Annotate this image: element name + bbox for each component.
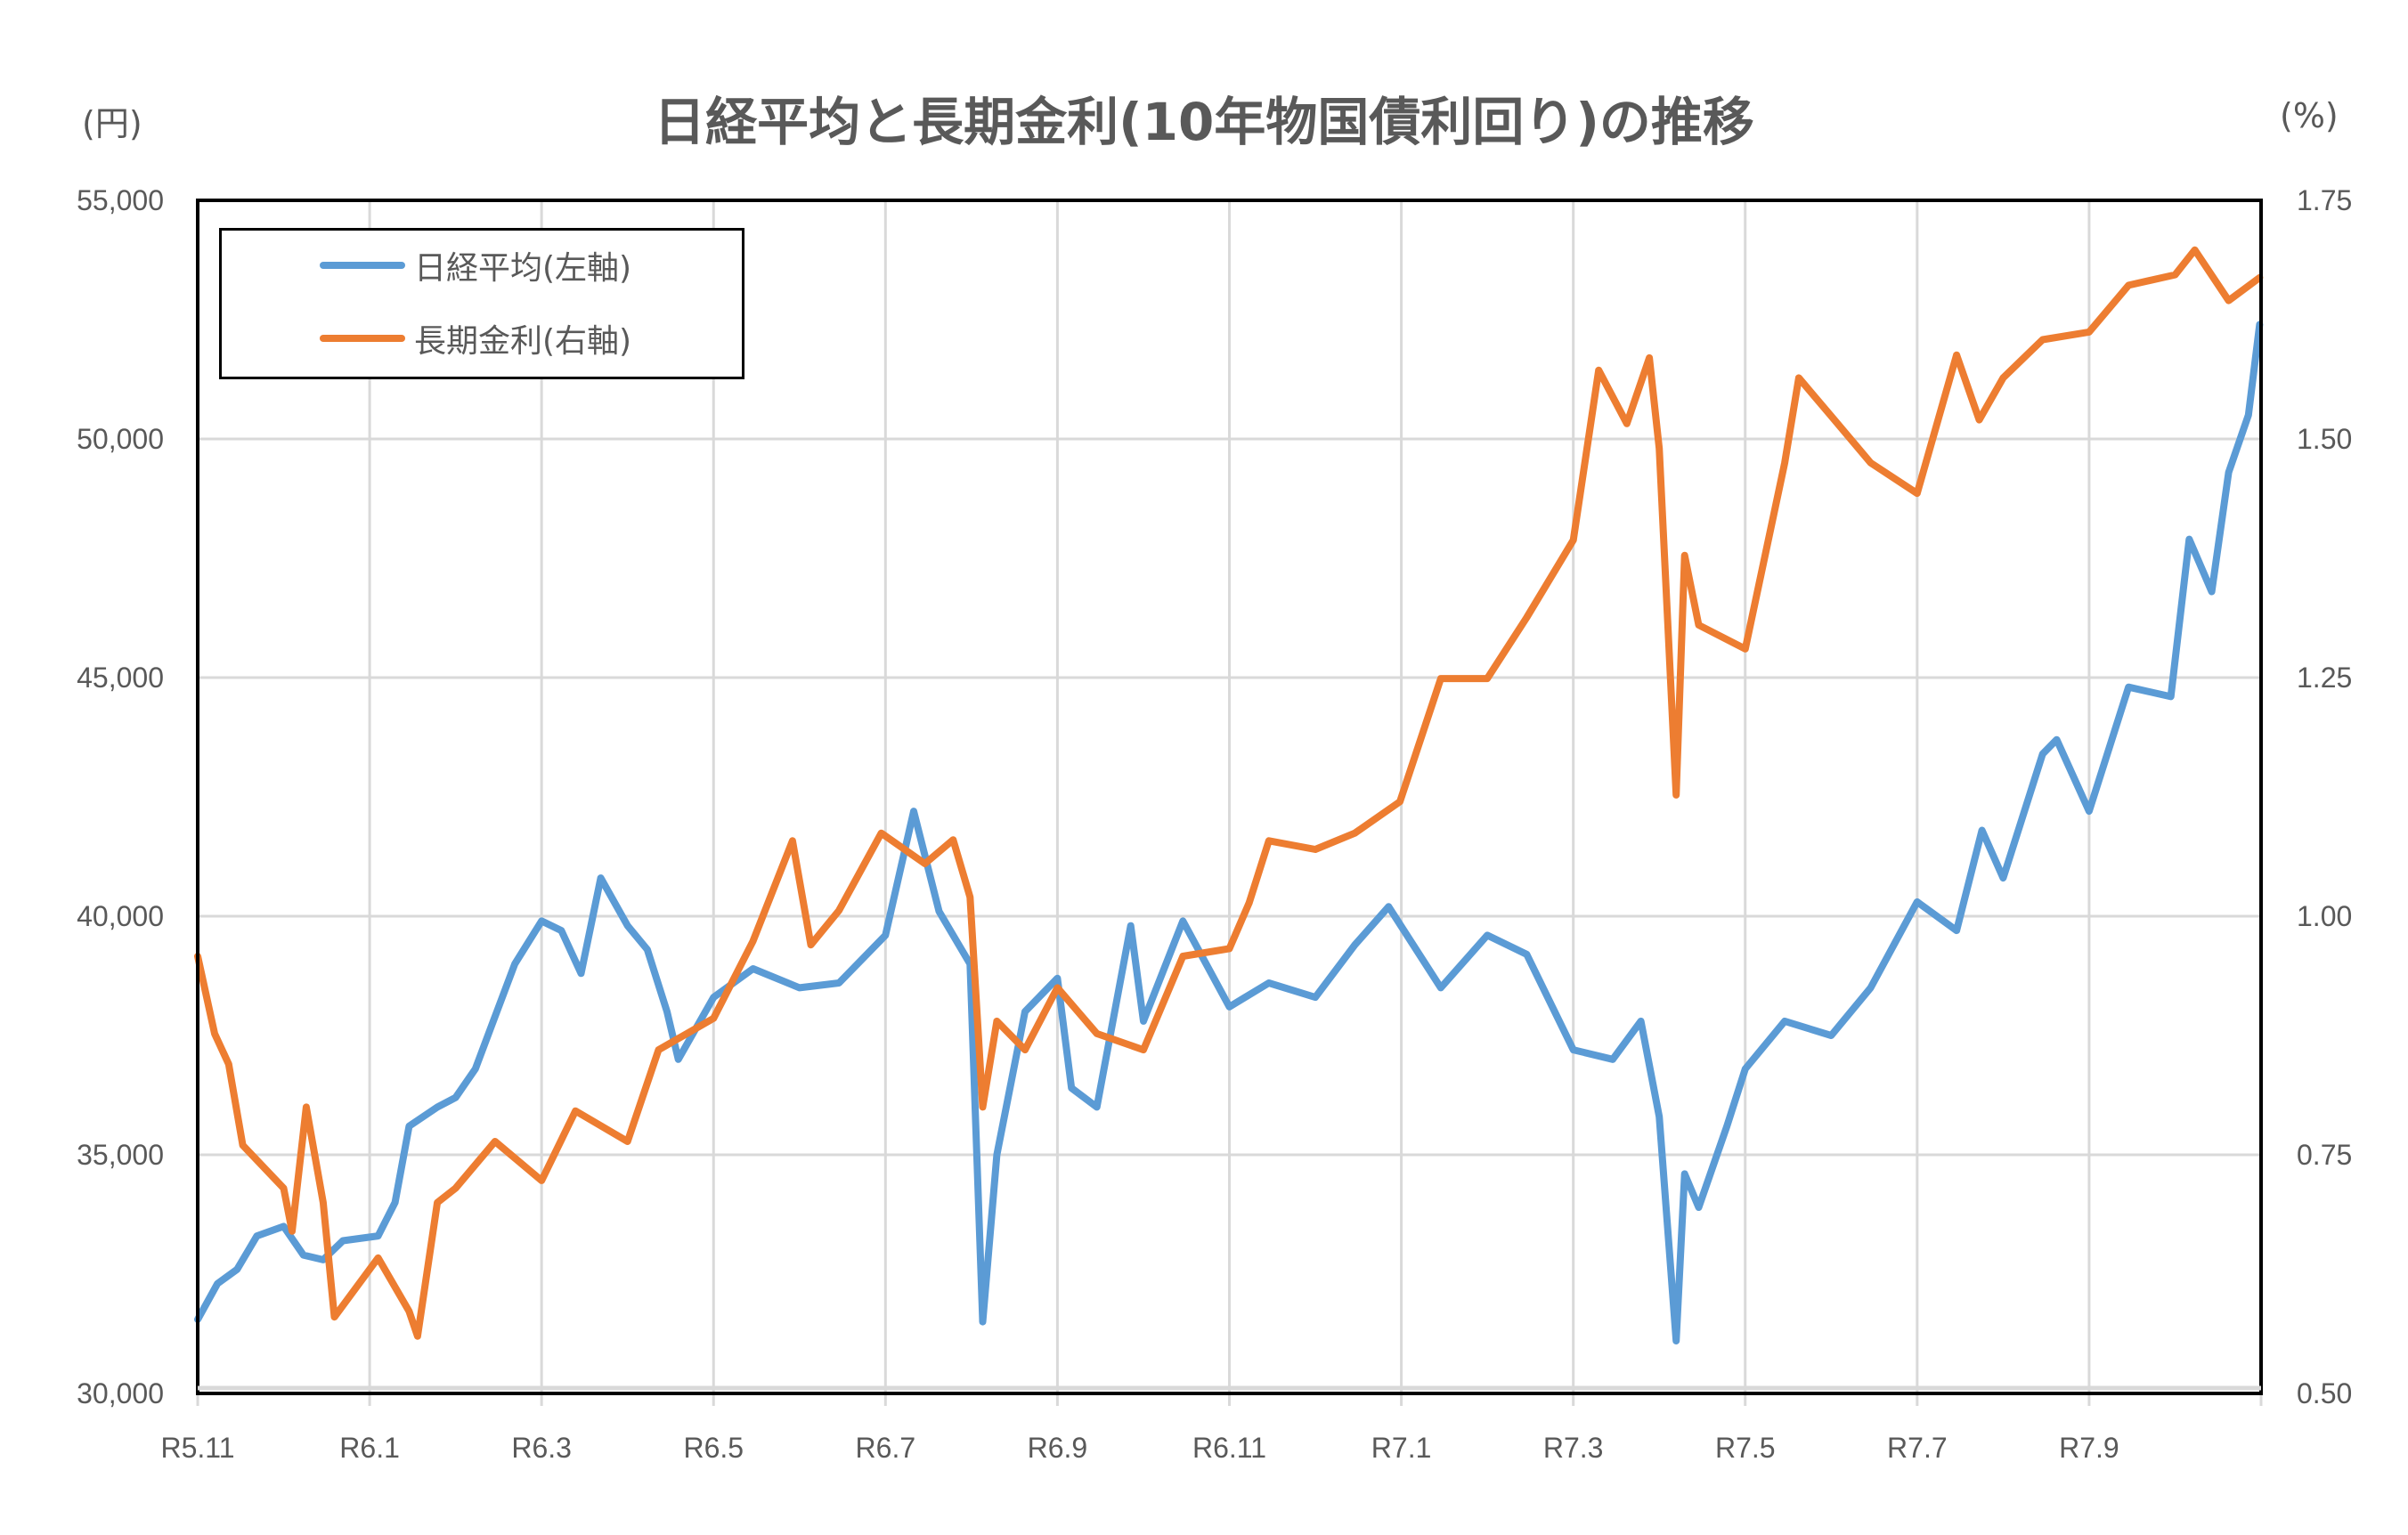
x-tick-label: R6.5 [683,1432,744,1464]
x-tick-label: R7.3 [1543,1432,1604,1464]
x-tick-label: R7.7 [1887,1432,1948,1464]
legend-label-nikkei: 日経平均(左軸) [414,250,632,287]
y-left-tick-label: 45,000 [77,662,164,694]
left-axis-unit: (円) [82,104,142,143]
legend-item-nikkei: 日経平均(左軸) [320,243,631,288]
legend-item-yield: 長期金利(右軸) [320,316,631,361]
y-right-tick-label: 0.75 [2297,1139,2352,1171]
y-left-tick-label: 40,000 [77,900,164,932]
x-tick-label: R7.5 [1715,1432,1776,1464]
series-line-yield [194,246,2264,1340]
plot-border [196,199,2263,1395]
y-left-tick-label: 30,000 [77,1377,164,1409]
right-axis-unit: (%) [2280,96,2339,135]
legend-swatch-nikkei [320,262,405,269]
x-tick-label: R5.11 [160,1432,234,1464]
x-tick-label: R6.11 [1192,1432,1266,1464]
x-tick-label: R6.7 [856,1432,916,1464]
legend: 日経平均(左軸) 長期金利(右軸) [219,228,744,379]
x-tick-label: R6.3 [511,1432,572,1464]
x-tick-label: R6.9 [1028,1432,1088,1464]
y-left-tick-label: 55,000 [77,184,164,216]
y-right-tick-label: 1.75 [2297,184,2352,216]
chart-title: 日経平均と長期金利(10年物国債利回り)の推移 [654,92,1754,152]
y-right-tick-label: 0.50 [2297,1377,2352,1409]
y-right-tick-label: 1.00 [2297,900,2352,932]
x-tick-label: R7.9 [2059,1432,2119,1464]
x-tick-label: R6.1 [339,1432,400,1464]
series-line-nikkei [194,321,2264,1344]
legend-label-yield: 長期金利(右軸) [414,323,632,360]
x-tick-label: R7.1 [1371,1432,1432,1464]
y-left-tick-label: 50,000 [77,423,164,455]
y-right-tick-label: 1.50 [2297,423,2352,455]
y-right-tick-label: 1.25 [2297,662,2352,694]
legend-swatch-yield [320,335,405,342]
y-left-tick-label: 35,000 [77,1139,164,1171]
